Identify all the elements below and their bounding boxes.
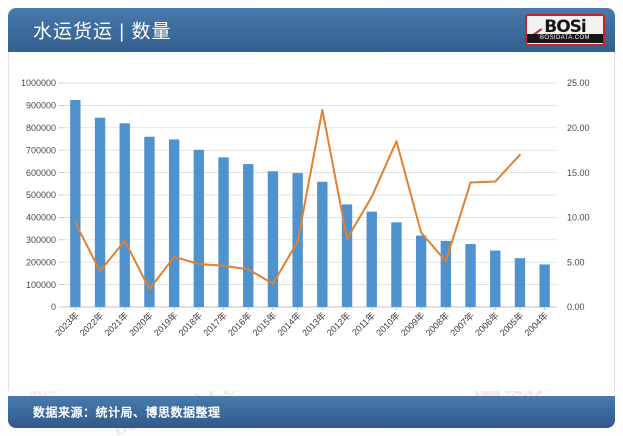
x-axis-tick-label: 2021年 bbox=[102, 310, 130, 338]
y2-axis-tick-label: 15.00 bbox=[567, 168, 590, 178]
combo-chart: 0 100000 200000 300000 400000 500000 600000 700… bbox=[21, 78, 590, 338]
x-axis-tick-label: 2018年 bbox=[176, 310, 204, 338]
x-axis-tick-label: 2014年 bbox=[275, 310, 303, 338]
bar[interactable] bbox=[440, 240, 452, 307]
growth-line[interactable] bbox=[74, 108, 521, 291]
y-axis-tick-label: 700000 bbox=[26, 145, 56, 155]
bar[interactable] bbox=[119, 123, 130, 307]
y-axis-tick-label: 400000 bbox=[26, 213, 56, 223]
y2-axis-tick-label: 10.00 bbox=[567, 213, 590, 223]
y-axis-tick-label: 0 bbox=[51, 302, 56, 312]
y-axis-tick-label: 1000000 bbox=[21, 78, 56, 88]
source-text: 数据来源：统计局、博思数据整理 bbox=[33, 405, 221, 420]
bar[interactable] bbox=[490, 250, 501, 307]
y2-axis-tick-label: 5.00 bbox=[567, 257, 585, 267]
x-axis-tick-label: 2022年 bbox=[77, 310, 105, 338]
y2-axis-tick-label: 0.00 bbox=[567, 302, 585, 312]
bar[interactable] bbox=[415, 235, 427, 307]
x-axis-tick-label: 2019年 bbox=[151, 310, 179, 338]
x-axis-tick-label: 2016年 bbox=[225, 310, 253, 338]
bar[interactable] bbox=[70, 100, 81, 307]
x-axis-tick-label: 2015年 bbox=[250, 310, 278, 338]
title-bar: 水运货运 | 数量 BOSi BOSIDATA.COM bbox=[8, 8, 615, 52]
bar[interactable] bbox=[144, 136, 155, 307]
y-axis-tick-label: 100000 bbox=[26, 280, 56, 290]
y2-axis-tick-label: 25.00 bbox=[567, 78, 590, 88]
bar[interactable] bbox=[539, 264, 550, 307]
y2-axis-tick-label: 20.00 bbox=[567, 123, 590, 133]
bar[interactable] bbox=[366, 211, 377, 307]
x-axis-tick-label: 2013年 bbox=[299, 310, 327, 338]
bar[interactable] bbox=[317, 181, 328, 307]
x-axis-tick-label: 2008年 bbox=[423, 310, 451, 338]
y-axis-tick-label: 200000 bbox=[26, 257, 56, 267]
y-axis-tick-label: 300000 bbox=[26, 235, 56, 245]
x-axis-tick-label: 2023年 bbox=[52, 310, 80, 338]
bosi-logo: BOSi BOSIDATA.COM bbox=[525, 14, 605, 46]
x-axis-tick-label: 2004年 bbox=[522, 310, 550, 338]
bar[interactable] bbox=[168, 139, 180, 307]
x-axis-tick-label: 2007年 bbox=[448, 310, 476, 338]
bar[interactable] bbox=[193, 149, 205, 307]
bar[interactable] bbox=[391, 222, 402, 307]
x-axis-tick-label: 2010年 bbox=[374, 310, 402, 338]
x-axis-tick-label: 2020年 bbox=[127, 310, 155, 338]
x-axis-tick-label: 2006年 bbox=[472, 310, 500, 338]
bar[interactable] bbox=[341, 204, 353, 307]
y-axis-tick-label: 500000 bbox=[26, 190, 56, 200]
x-axis-tick-label: 2012年 bbox=[324, 310, 352, 338]
bar[interactable] bbox=[514, 258, 526, 307]
x-axis-tick-label: 2009年 bbox=[398, 310, 426, 338]
bar[interactable] bbox=[94, 117, 106, 307]
chart-panel: 0 100000 200000 300000 400000 500000 600000 700… bbox=[8, 52, 616, 427]
chart-area: 0 100000 200000 300000 400000 500000 600000 700… bbox=[9, 52, 616, 391]
bar[interactable] bbox=[267, 171, 279, 307]
y-axis-tick-label: 900000 bbox=[26, 101, 56, 111]
bar[interactable] bbox=[243, 164, 254, 307]
x-axis-tick-label: 2005年 bbox=[497, 310, 525, 338]
logo-domain: BOSIDATA.COM bbox=[527, 34, 603, 43]
y-axis-tick-label: 800000 bbox=[26, 123, 56, 133]
logo-wordmark: BOSi bbox=[544, 17, 586, 37]
page-title: 水运货运 | 数量 bbox=[33, 21, 172, 43]
source-bar: 数据来源：统计局、博思数据整理 bbox=[8, 396, 615, 428]
x-axis-tick-label: 2011年 bbox=[349, 310, 377, 338]
y-axis-tick-label: 600000 bbox=[26, 168, 56, 178]
bar[interactable] bbox=[465, 244, 476, 307]
bar[interactable] bbox=[218, 157, 229, 307]
x-axis-tick-label: 2017年 bbox=[201, 310, 229, 338]
